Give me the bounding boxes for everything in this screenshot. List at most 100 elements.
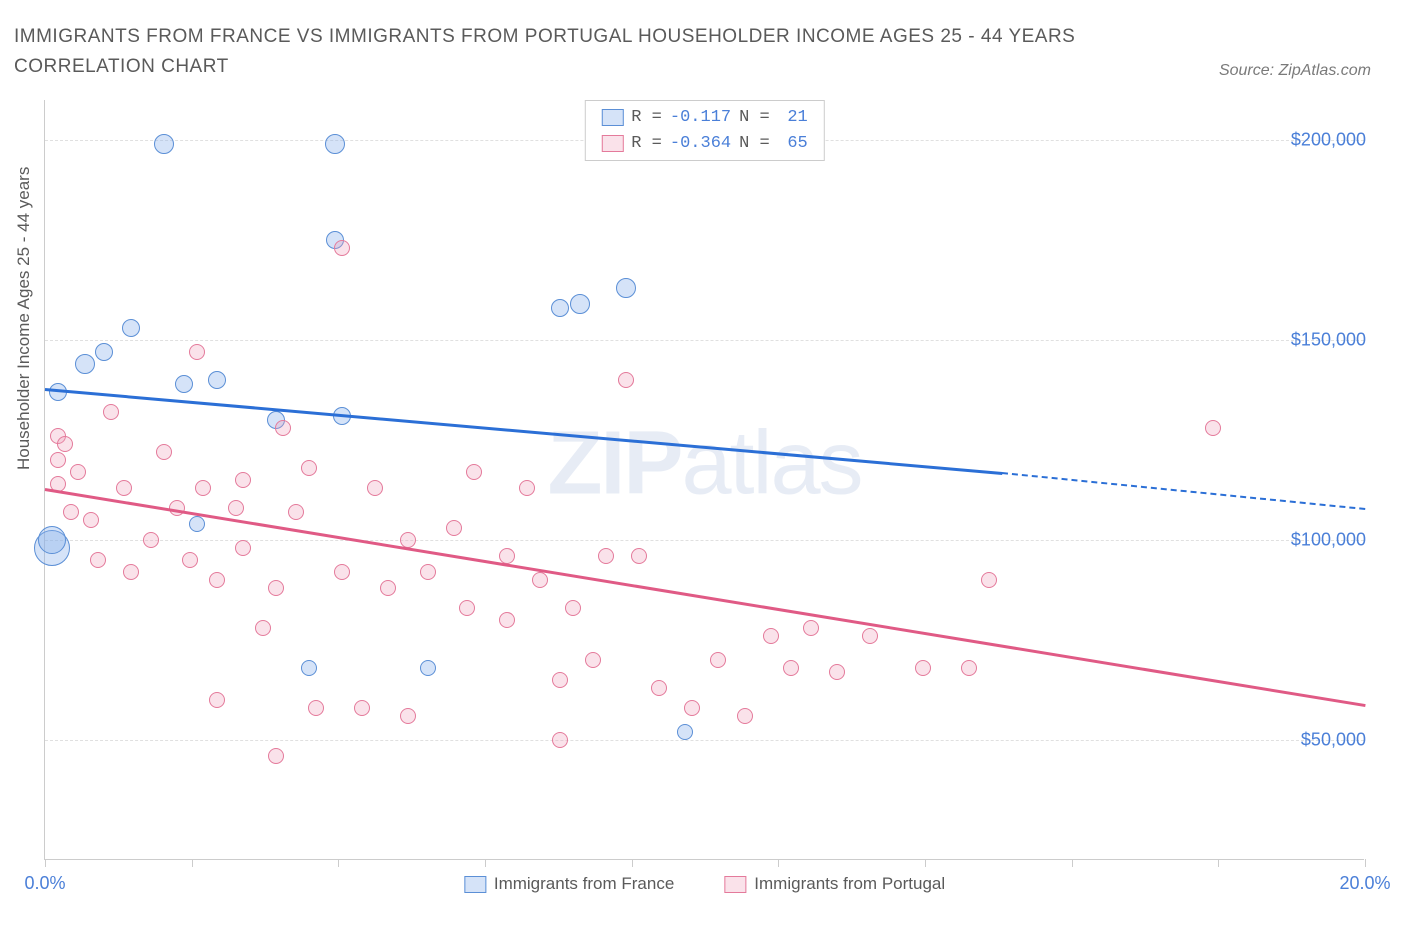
y-tick-label: $100,000	[1291, 530, 1366, 551]
series-legend: Immigrants from France Immigrants from P…	[464, 874, 945, 894]
scatter-point	[631, 548, 647, 564]
regression-line	[45, 488, 1365, 706]
scatter-point	[380, 580, 396, 596]
scatter-point	[288, 504, 304, 520]
x-tick-label: 20.0%	[1339, 873, 1390, 894]
scatter-point	[400, 708, 416, 724]
x-tick	[632, 859, 633, 867]
x-tick	[192, 859, 193, 867]
x-tick	[485, 859, 486, 867]
scatter-point	[519, 480, 535, 496]
x-tick	[1365, 859, 1366, 867]
scatter-point	[803, 620, 819, 636]
scatter-point	[154, 134, 174, 154]
legend-swatch-icon	[724, 876, 746, 893]
scatter-point	[334, 240, 350, 256]
scatter-point	[308, 700, 324, 716]
n-value-portugal: 65	[778, 131, 808, 157]
scatter-point	[915, 660, 931, 676]
scatter-point	[598, 548, 614, 564]
x-tick	[338, 859, 339, 867]
gridline	[45, 340, 1364, 341]
scatter-point	[156, 444, 172, 460]
scatter-point	[783, 660, 799, 676]
legend-swatch-france	[601, 109, 623, 126]
n-value-france: 21	[778, 105, 808, 131]
scatter-point	[1205, 420, 1221, 436]
scatter-point	[70, 464, 86, 480]
scatter-point	[50, 452, 66, 468]
scatter-point	[981, 572, 997, 588]
x-tick	[1218, 859, 1219, 867]
y-tick-label: $150,000	[1291, 330, 1366, 351]
scatter-point	[63, 504, 79, 520]
scatter-point	[143, 532, 159, 548]
scatter-point	[684, 700, 700, 716]
regression-line	[45, 388, 1002, 474]
scatter-point	[651, 680, 667, 696]
scatter-point	[499, 548, 515, 564]
scatter-point	[189, 516, 205, 532]
scatter-point	[552, 732, 568, 748]
x-tick	[925, 859, 926, 867]
scatter-point	[235, 540, 251, 556]
scatter-point	[499, 612, 515, 628]
legend-row-portugal: R = -0.364 N = 65	[601, 131, 807, 157]
r-label: R =	[631, 105, 662, 131]
scatter-point	[618, 372, 634, 388]
scatter-point	[268, 580, 284, 596]
watermark-text: ZIPatlas	[547, 413, 861, 516]
scatter-point	[551, 299, 569, 317]
regression-line	[1002, 472, 1365, 510]
scatter-point	[763, 628, 779, 644]
scatter-point	[195, 480, 211, 496]
scatter-point	[75, 354, 95, 374]
scatter-point	[301, 660, 317, 676]
scatter-point	[737, 708, 753, 724]
scatter-point	[122, 319, 140, 337]
scatter-point	[710, 652, 726, 668]
y-axis-label: Householder Income Ages 25 - 44 years	[14, 167, 34, 470]
scatter-point	[95, 343, 113, 361]
scatter-point	[209, 572, 225, 588]
scatter-point	[420, 564, 436, 580]
y-tick-label: $200,000	[1291, 130, 1366, 151]
legend-label-france: Immigrants from France	[494, 874, 674, 894]
scatter-point	[209, 692, 225, 708]
legend-row-france: R = -0.117 N = 21	[601, 105, 807, 131]
scatter-point	[175, 375, 193, 393]
x-tick-label: 0.0%	[24, 873, 65, 894]
gridline	[45, 740, 1364, 741]
scatter-point	[235, 472, 251, 488]
scatter-point	[829, 664, 845, 680]
scatter-point	[420, 660, 436, 676]
scatter-point	[208, 371, 226, 389]
scatter-point	[189, 344, 205, 360]
scatter-point	[275, 420, 291, 436]
scatter-point	[301, 460, 317, 476]
scatter-point	[565, 600, 581, 616]
watermark-zip: ZIP	[547, 414, 681, 514]
scatter-point	[961, 660, 977, 676]
x-tick	[778, 859, 779, 867]
scatter-point	[116, 480, 132, 496]
scatter-point	[466, 464, 482, 480]
n-label: N =	[739, 131, 770, 157]
scatter-point	[268, 748, 284, 764]
legend-item-france: Immigrants from France	[464, 874, 674, 894]
x-tick	[45, 859, 46, 867]
r-value-france: -0.117	[670, 105, 731, 131]
y-tick-label: $50,000	[1301, 730, 1366, 751]
scatter-point	[90, 552, 106, 568]
legend-label-portugal: Immigrants from Portugal	[754, 874, 945, 894]
scatter-point	[182, 552, 198, 568]
scatter-point	[334, 564, 350, 580]
correlation-legend: R = -0.117 N = 21 R = -0.364 N = 65	[584, 100, 824, 161]
scatter-point	[616, 278, 636, 298]
scatter-point	[585, 652, 601, 668]
scatter-point	[57, 436, 73, 452]
scatter-point	[367, 480, 383, 496]
scatter-point	[677, 724, 693, 740]
legend-item-portugal: Immigrants from Portugal	[724, 874, 945, 894]
scatter-point	[532, 572, 548, 588]
